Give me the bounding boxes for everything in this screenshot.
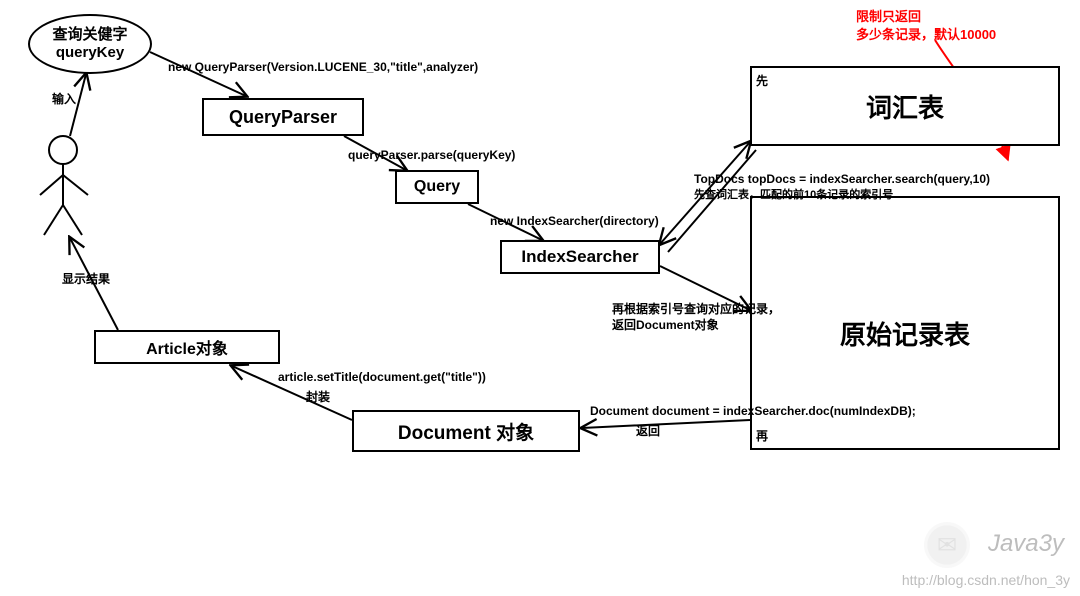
querykey-line2: queryKey bbox=[56, 44, 124, 62]
label-parse: queryParser.parse(queryKey) bbox=[348, 148, 515, 162]
label-topdocs-l1: TopDocs topDocs = indexSearcher.search(q… bbox=[694, 172, 990, 186]
label-show-result: 显示结果 bbox=[62, 270, 110, 287]
article-label: Article对象 bbox=[146, 335, 228, 359]
label-docget-l1: Document document = indexSearcher.doc(nu… bbox=[590, 404, 916, 418]
query-label: Query bbox=[414, 178, 460, 196]
indexsearcher-label: IndexSearcher bbox=[521, 247, 638, 267]
node-indexsearcher: IndexSearcher bbox=[500, 240, 660, 274]
label-new-indexsearcher: new IndexSearcher(directory) bbox=[490, 214, 659, 228]
label-encapsulate: 封装 bbox=[306, 388, 330, 405]
actor-figure bbox=[40, 136, 88, 235]
label-docget-l2: 返回 bbox=[636, 422, 660, 439]
label-byindex-l2: 返回Document对象 bbox=[612, 316, 719, 333]
queryparser-label: QueryParser bbox=[229, 107, 337, 128]
label-new-queryparser: new QueryParser(Version.LUCENE_30,"title… bbox=[168, 60, 478, 74]
raw-label: 原始记录表 bbox=[840, 315, 970, 352]
node-querykey: 查询关健字 queryKey bbox=[28, 14, 152, 74]
raw-corner: 再 bbox=[756, 427, 768, 444]
node-queryparser: QueryParser bbox=[202, 98, 364, 136]
node-document: Document 对象 bbox=[352, 410, 580, 452]
label-topdocs-l2: 先查词汇表，匹配的前10条记录的索引号 bbox=[694, 186, 893, 202]
label-red-l2: 多少条记录，默认10000 bbox=[856, 24, 996, 43]
document-label: Document 对象 bbox=[398, 418, 534, 445]
watermark-logo-icon: ✉ bbox=[924, 522, 970, 568]
node-article: Article对象 bbox=[94, 330, 280, 364]
label-input: 输入 bbox=[52, 90, 76, 107]
querykey-line1: 查询关健字 bbox=[52, 26, 127, 44]
label-byindex-l1: 再根据索引号查询对应的记录， bbox=[612, 300, 780, 317]
node-vocab-table: 先 词汇表 bbox=[750, 66, 1060, 146]
label-red-l1: 限制只返回 bbox=[856, 6, 921, 25]
watermark-url: http://blog.csdn.net/hon_3y bbox=[902, 572, 1070, 588]
label-set-title: article.setTitle(document.get("title")) bbox=[278, 370, 486, 384]
node-query: Query bbox=[395, 170, 479, 204]
vocab-corner: 先 bbox=[756, 72, 768, 89]
vocab-label: 词汇表 bbox=[866, 88, 944, 125]
watermark-brand: Java3y bbox=[988, 530, 1064, 558]
